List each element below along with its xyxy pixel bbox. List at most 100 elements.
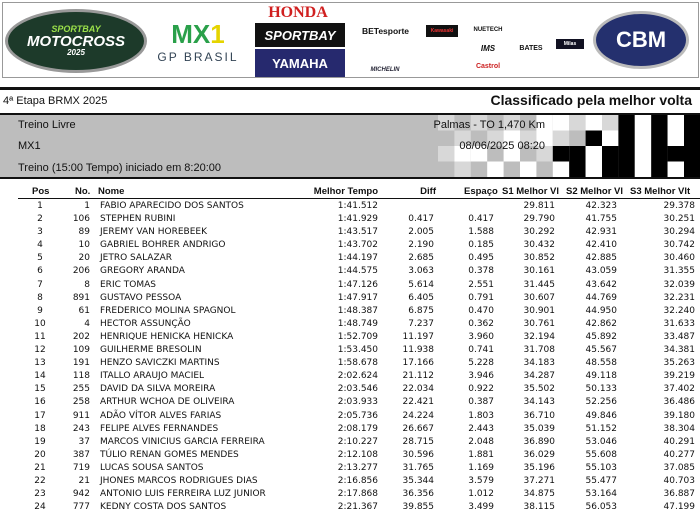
s1-best: 30.901 xyxy=(523,305,556,316)
gap: 0.417 xyxy=(468,214,494,225)
col-diff: Diff xyxy=(420,186,436,197)
position: 23 xyxy=(34,489,46,500)
diff: 26.667 xyxy=(402,423,435,434)
gap: 3.960 xyxy=(468,331,494,342)
rider-name: FREDERICO MOLINA SPAGNOL xyxy=(100,305,236,316)
position: 5 xyxy=(37,253,43,264)
best-time: 2:05.736 xyxy=(337,410,378,421)
best-time: 1:47.917 xyxy=(337,292,378,303)
table-row: 10 4 HECTOR ASSUNÇÃO 1:48.749 7.237 0.362 30.7… xyxy=(0,319,700,332)
flag-square xyxy=(585,146,602,162)
flag-square xyxy=(438,115,455,131)
bike-number: 719 xyxy=(72,462,90,473)
flag-square xyxy=(651,130,668,146)
s1-best: 30.761 xyxy=(523,318,556,329)
position: 8 xyxy=(37,292,43,303)
best-time: 1:48.387 xyxy=(337,305,378,316)
s2-best: 45.892 xyxy=(585,331,618,342)
session-name: Treino Livre xyxy=(18,119,76,131)
flag-square xyxy=(667,130,684,146)
table-row: 23 942 ANTONIO LUIS FERREIRA LUZ JUNIOR 2:1… xyxy=(0,489,700,502)
s3-best: 39.219 xyxy=(663,371,696,382)
s1-best: 35.502 xyxy=(523,384,556,395)
best-time: 2:08.179 xyxy=(337,423,378,434)
position: 4 xyxy=(37,240,43,251)
s2-best: 51.152 xyxy=(585,423,618,434)
s3-best: 32.039 xyxy=(663,279,696,290)
s1-best: 30.607 xyxy=(523,292,556,303)
nuetech-logo: NUETECH xyxy=(473,27,503,33)
rider-name: JEREMY VAN HOREBEEK xyxy=(100,227,207,238)
s1-best: 30.292 xyxy=(523,227,556,238)
position: 24 xyxy=(34,502,46,513)
s3-best: 32.240 xyxy=(663,305,696,316)
rider-name: MARCOS VINICIUS GARCIA FERREIRA xyxy=(100,436,265,447)
best-time: 1:53.450 xyxy=(337,345,378,356)
position: 11 xyxy=(34,331,46,342)
flag-square xyxy=(684,146,700,162)
table-row: 6 206 GREGORY ARANDA 1:44.575 3.063 0.378 30.1… xyxy=(0,266,700,279)
bike-number: 255 xyxy=(72,384,90,395)
cbm-logo: CBM xyxy=(593,11,689,69)
flag-square xyxy=(651,115,668,131)
gap: 2.443 xyxy=(468,423,494,434)
table-row: 14 118 ITALLO ARAUJO MACIEL 2:02.624 21.112 3… xyxy=(0,371,700,384)
table-row: 7 8 ERIC TOMAS 1:47.126 5.614 2.551 31.445 43.6… xyxy=(0,280,700,293)
diff: 39.855 xyxy=(402,502,435,513)
flag-square xyxy=(438,146,455,162)
castrol-logo: Castrol xyxy=(475,62,501,70)
flag-square xyxy=(536,130,553,146)
s2-best: 48.558 xyxy=(585,358,618,369)
bike-number: 202 xyxy=(72,331,90,342)
flag-square xyxy=(634,146,652,162)
bike-number: 21 xyxy=(78,475,90,486)
flag-square xyxy=(684,130,700,146)
s3-best: 32.231 xyxy=(663,292,696,303)
results-table: 1 1 FABIO APARECIDO DOS SANTOS 1:41.512 29.8… xyxy=(0,201,700,515)
position: 13 xyxy=(34,358,46,369)
rider-name: HECTOR ASSUNÇÃO xyxy=(100,318,191,329)
bike-number: 258 xyxy=(72,397,90,408)
s3-best: 29.378 xyxy=(663,201,696,211)
bike-number: 8 xyxy=(84,279,90,290)
bike-number: 106 xyxy=(72,214,90,225)
kawasaki-logo: Kawasaki xyxy=(426,25,458,37)
bike-number: 191 xyxy=(72,358,90,369)
gap: 1.012 xyxy=(468,489,494,500)
table-row: 11 202 HENRIQUE HENICKA HENICKA 1:52.709 11.… xyxy=(0,332,700,345)
s1-best: 34.287 xyxy=(523,371,556,382)
flag-square xyxy=(552,161,570,177)
s3-best: 47.199 xyxy=(663,502,696,513)
position: 1 xyxy=(37,201,43,211)
ims-logo: IMS xyxy=(480,43,496,53)
position: 9 xyxy=(37,305,43,316)
position: 21 xyxy=(34,462,46,473)
rider-name: ADÃO VÍTOR ALVES FARIAS xyxy=(100,410,222,421)
bike-number: 387 xyxy=(72,449,90,460)
gap: 0.362 xyxy=(468,318,494,329)
best-time: 2:03.546 xyxy=(337,384,378,395)
col-s1: S1 Melhor Vl xyxy=(502,186,560,197)
position: 16 xyxy=(34,397,46,408)
honda-logo: HONDA xyxy=(268,4,328,21)
s2-best: 42.885 xyxy=(585,253,618,264)
flag-square xyxy=(520,130,537,146)
s3-best: 30.460 xyxy=(663,253,696,264)
gap: 2.551 xyxy=(468,279,494,290)
s2-best: 42.323 xyxy=(585,201,618,211)
bike-number: 1 xyxy=(84,201,90,211)
diff: 28.715 xyxy=(402,436,435,447)
flag-square xyxy=(536,115,553,131)
flag-square xyxy=(651,146,668,162)
flag-square xyxy=(454,130,471,146)
table-header: Pos No. Nome Melhor Tempo Diff Espaço S1… xyxy=(18,186,700,199)
s2-best: 50.133 xyxy=(585,384,618,395)
s1-best: 35.039 xyxy=(523,423,556,434)
position: 19 xyxy=(34,436,46,447)
s2-best: 44.769 xyxy=(585,292,618,303)
flag-square xyxy=(684,161,700,177)
rider-name: LUCAS SOUSA SANTOS xyxy=(100,462,204,473)
s2-best: 42.931 xyxy=(585,227,618,238)
flag-square xyxy=(602,146,619,162)
s2-best: 49.118 xyxy=(585,371,618,382)
